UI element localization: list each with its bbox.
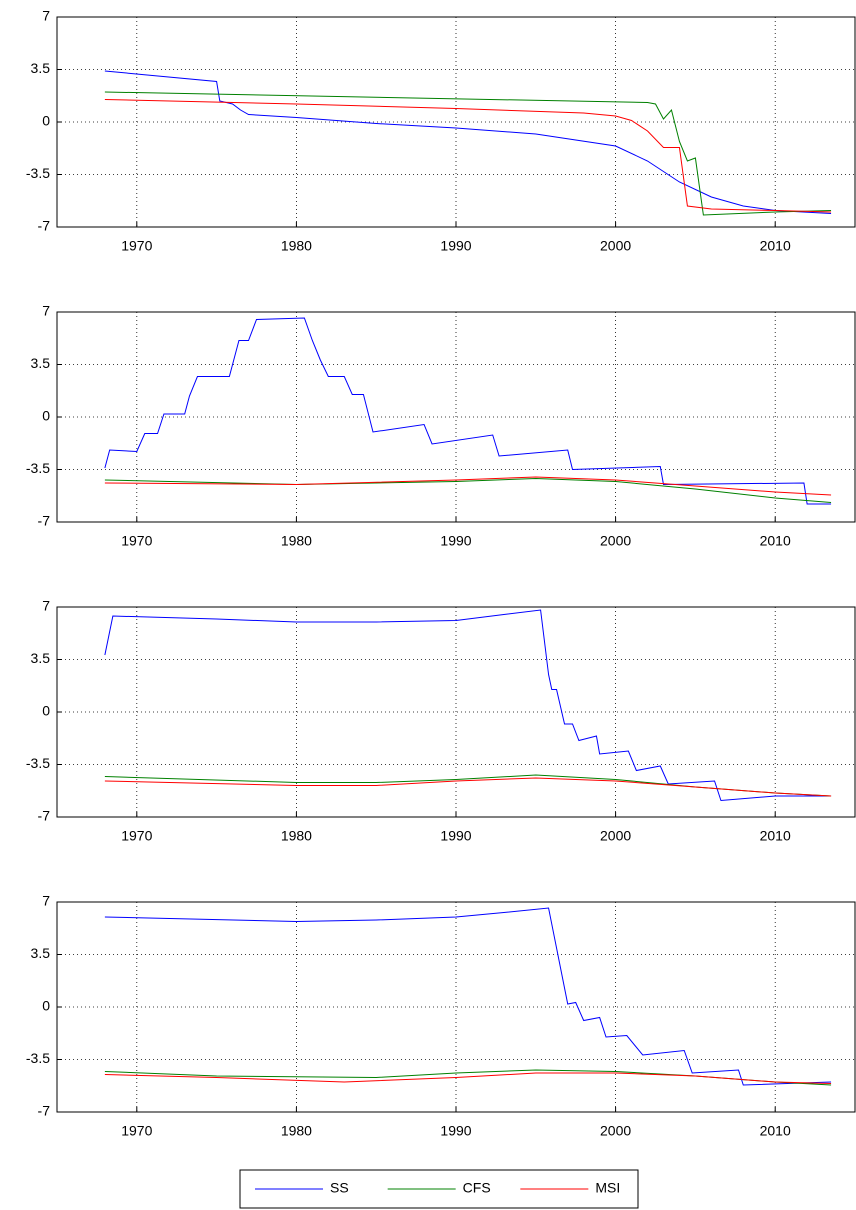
x-tick-label: 2010: [760, 1123, 791, 1139]
y-tick-label: 0: [42, 998, 50, 1014]
x-tick-label: 2010: [760, 238, 791, 254]
x-tick-label: 1990: [440, 533, 471, 549]
x-tick-label: 1980: [281, 238, 312, 254]
y-tick-label: -3.5: [26, 460, 50, 476]
series-line: [104, 477, 832, 503]
x-tick-label: 1970: [121, 533, 152, 549]
series-line: [104, 609, 832, 802]
x-tick-label: 2010: [760, 533, 791, 549]
plot-frame: [56, 901, 856, 1113]
y-tick-label: 0: [42, 408, 50, 424]
series-line: [104, 99, 832, 213]
y-tick-label: 7: [42, 893, 50, 909]
x-tick-label: 2000: [600, 533, 631, 549]
series-line: [104, 70, 832, 214]
x-tick-label: 1980: [281, 1123, 312, 1139]
x-tick-label: 1980: [281, 533, 312, 549]
x-tick-label: 1970: [121, 238, 152, 254]
y-tick-label: -3.5: [26, 1050, 50, 1066]
legend-label: CFS: [463, 1180, 491, 1196]
x-tick-label: 2000: [600, 1123, 631, 1139]
series-line: [104, 476, 832, 496]
y-tick-label: -7: [38, 513, 51, 529]
y-tick-label: -3.5: [26, 755, 50, 771]
x-tick-label: 1970: [121, 1123, 152, 1139]
y-tick-label: 3.5: [31, 945, 51, 961]
series-line: [104, 1072, 832, 1084]
series-line: [104, 91, 832, 216]
y-tick-label: 7: [42, 598, 50, 614]
x-tick-label: 1990: [440, 828, 471, 844]
x-tick-label: 2000: [600, 238, 631, 254]
y-tick-label: 3.5: [31, 650, 51, 666]
y-tick-label: 3.5: [31, 355, 51, 371]
y-tick-label: 7: [42, 303, 50, 319]
series-line: [104, 317, 832, 505]
series-line: [104, 777, 832, 797]
x-tick-label: 1980: [281, 828, 312, 844]
x-tick-label: 1990: [440, 1123, 471, 1139]
x-tick-label: 2010: [760, 828, 791, 844]
y-tick-label: -7: [38, 218, 51, 234]
y-tick-label: 3.5: [31, 60, 51, 76]
y-tick-label: 7: [42, 8, 50, 24]
y-tick-label: 0: [42, 703, 50, 719]
x-tick-label: 1970: [121, 828, 152, 844]
y-tick-label: -7: [38, 808, 51, 824]
series-line: [104, 907, 832, 1086]
plot-frame: [56, 606, 856, 818]
x-tick-label: 2000: [600, 828, 631, 844]
plot-frame: [56, 311, 856, 523]
y-tick-label: 0: [42, 113, 50, 129]
legend-label: MSI: [595, 1180, 620, 1196]
y-tick-label: -7: [38, 1103, 51, 1119]
plot-frame: [56, 16, 856, 228]
y-tick-label: -3.5: [26, 165, 50, 181]
x-tick-label: 1990: [440, 238, 471, 254]
legend-label: SS: [330, 1180, 349, 1196]
series-line: [104, 774, 832, 797]
